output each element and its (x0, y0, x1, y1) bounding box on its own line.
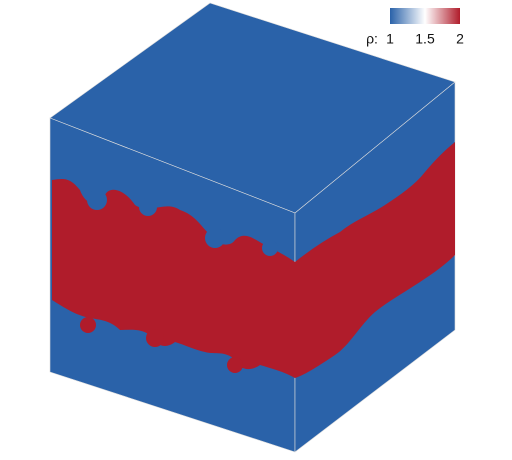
vortex (139, 198, 157, 216)
vortex (227, 357, 243, 373)
colorbar-tick-label: 1.5 (415, 31, 435, 47)
vortex (80, 317, 96, 333)
vortex (262, 240, 278, 256)
vortex (87, 190, 107, 210)
cube-render (49, 2, 456, 453)
vortex (205, 228, 225, 248)
colorbar-tick-label: 1 (386, 31, 394, 47)
colorbar-tick-label: 2 (456, 31, 464, 47)
right-face-band (295, 142, 455, 378)
left-face-band (52, 179, 295, 378)
vortex (146, 329, 164, 347)
colorbar (390, 8, 460, 24)
colorbar-label: ρ: (366, 31, 378, 47)
